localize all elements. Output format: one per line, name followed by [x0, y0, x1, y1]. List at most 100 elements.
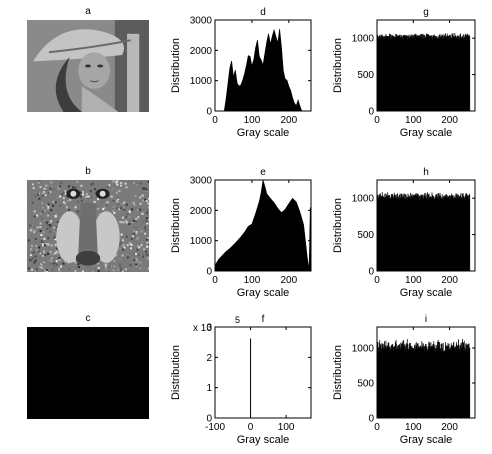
fur-texture [134, 220, 137, 223]
fur-texture [34, 259, 37, 262]
fur-texture [43, 250, 45, 253]
fur-texture [85, 193, 88, 195]
fur-texture [43, 190, 46, 193]
fur-texture [120, 233, 123, 236]
fur-texture [139, 208, 142, 211]
y-axis-label: Distribution [332, 345, 344, 400]
fur-texture [123, 246, 126, 249]
fur-texture [43, 244, 46, 247]
fur-texture [57, 192, 60, 195]
fur-texture [90, 196, 93, 199]
fur-texture [45, 245, 48, 248]
fur-texture [42, 244, 44, 247]
fur-texture [130, 238, 133, 241]
histogram-bars-i [376, 338, 471, 419]
y-tick-label: 500 [357, 379, 374, 390]
histogram-area-d [223, 28, 304, 112]
fur-texture [122, 244, 125, 247]
fur-texture [59, 204, 62, 207]
x-tick-label: 0 [212, 275, 218, 286]
fur-texture [53, 230, 56, 233]
fur-texture [81, 271, 84, 272]
fur-texture [139, 196, 142, 199]
fur-texture [47, 237, 50, 240]
fur-texture [121, 203, 124, 206]
fur-texture [35, 248, 38, 251]
fur-texture [55, 263, 58, 266]
fur-texture [133, 204, 136, 206]
y-tick-label: 1000 [190, 76, 213, 87]
fur-texture [72, 186, 75, 189]
fur-texture [38, 247, 41, 250]
x-axis-label: Gray scale [400, 287, 453, 299]
fur-texture [57, 188, 60, 191]
fur-texture [103, 206, 106, 209]
fur-texture [144, 232, 147, 235]
fur-texture [60, 265, 63, 268]
fur-texture [50, 209, 53, 212]
fur-texture [83, 267, 85, 270]
y-tick-label: 3000 [190, 16, 213, 27]
fur-texture [44, 209, 47, 211]
fur-texture [55, 260, 58, 263]
fur-texture [125, 217, 128, 219]
fur-texture [63, 190, 66, 193]
fur-texture [81, 270, 84, 272]
fur-texture [124, 182, 127, 185]
fur-texture [74, 186, 77, 189]
fur-texture [49, 224, 52, 227]
panel-a: a [27, 6, 149, 112]
fur-texture [41, 206, 44, 209]
fur-texture [142, 255, 145, 258]
fur-texture [137, 245, 139, 247]
fur-texture [35, 245, 38, 247]
y-axis-label: Distribution [332, 38, 344, 93]
histogram-area-e [214, 179, 312, 272]
fur-texture [118, 189, 121, 192]
fur-texture [130, 202, 133, 204]
fur-texture [111, 188, 114, 191]
fur-texture [45, 269, 48, 271]
fur-texture [31, 201, 34, 204]
photo-nose [78, 203, 98, 254]
fur-texture [58, 185, 61, 188]
fur-texture [34, 255, 37, 258]
fur-texture [38, 180, 41, 183]
fur-texture [134, 235, 137, 238]
fur-texture [120, 184, 123, 187]
fur-texture [136, 259, 139, 261]
fur-texture [39, 211, 42, 214]
fur-texture [52, 188, 55, 191]
fur-texture [31, 244, 33, 247]
y-tick-label: 2 [206, 353, 212, 364]
fur-texture [50, 262, 53, 265]
photo-face [78, 52, 110, 89]
fur-texture [113, 211, 116, 214]
fur-texture [146, 220, 149, 223]
x-axis-label: Gray scale [400, 127, 453, 139]
fur-texture [31, 257, 34, 260]
x-tick-label: 100 [405, 115, 422, 126]
y-tick-label: 0 [368, 414, 374, 425]
fur-texture [40, 240, 43, 243]
fur-texture [60, 181, 63, 184]
fur-texture [132, 218, 135, 221]
fur-texture [147, 218, 149, 221]
fur-texture [94, 268, 97, 271]
fur-texture [134, 253, 137, 255]
fur-texture [148, 197, 149, 200]
fur-texture [46, 204, 48, 207]
fur-texture [44, 194, 47, 197]
fur-texture [47, 224, 50, 226]
fur-texture [39, 186, 42, 188]
y-axis-label: Distribution [170, 345, 182, 400]
fur-texture [133, 253, 136, 255]
fur-texture [39, 222, 42, 225]
fur-texture [93, 188, 96, 191]
fur-texture [105, 204, 108, 206]
fur-texture [125, 186, 128, 189]
fur-texture [129, 203, 132, 206]
fur-texture [114, 271, 117, 272]
